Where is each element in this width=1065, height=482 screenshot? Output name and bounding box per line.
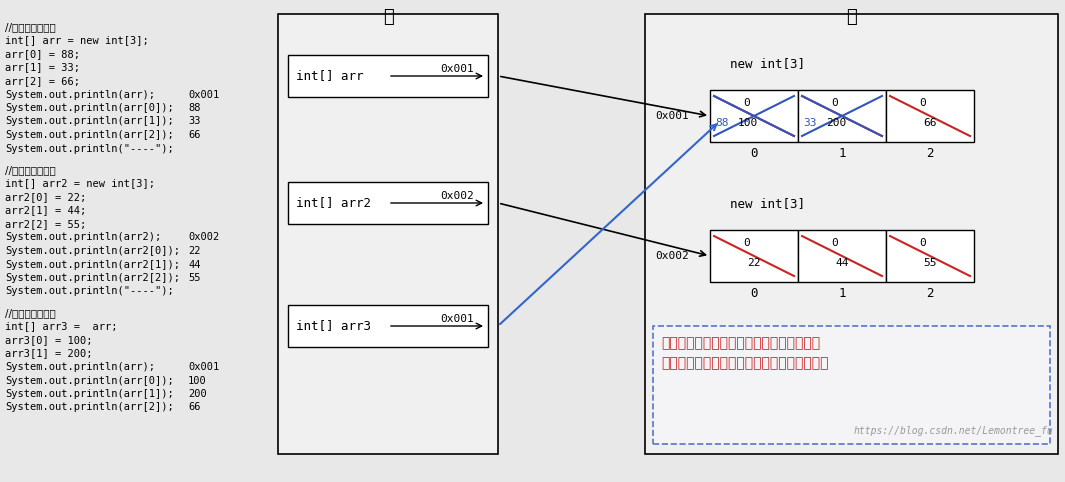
Text: 1: 1 bbox=[838, 147, 846, 160]
Text: 0x001: 0x001 bbox=[655, 111, 689, 121]
Text: arr[1] = 33;: arr[1] = 33; bbox=[5, 63, 80, 72]
Text: System.out.println(arr[2]);: System.out.println(arr[2]); bbox=[5, 130, 174, 140]
Text: 33: 33 bbox=[803, 118, 817, 128]
Text: 0: 0 bbox=[919, 98, 927, 108]
Text: 1: 1 bbox=[838, 287, 846, 300]
Text: int[] arr3 =  arr;: int[] arr3 = arr; bbox=[5, 321, 117, 332]
Text: int[] arr2: int[] arr2 bbox=[296, 197, 371, 210]
Text: 66: 66 bbox=[189, 402, 200, 413]
Text: 0: 0 bbox=[750, 287, 758, 300]
Text: 0: 0 bbox=[743, 238, 751, 248]
Text: System.out.println(arr);: System.out.println(arr); bbox=[5, 90, 155, 99]
Text: //定义第二个数组: //定义第二个数组 bbox=[5, 165, 55, 175]
Text: System.out.println(arr[2]);: System.out.println(arr[2]); bbox=[5, 402, 174, 413]
Text: System.out.println(arr2[0]);: System.out.println(arr2[0]); bbox=[5, 246, 180, 256]
Text: 0x001: 0x001 bbox=[189, 90, 219, 99]
Text: System.out.println(arr2[1]);: System.out.println(arr2[1]); bbox=[5, 259, 180, 269]
Text: 无论是它们谁的操作，都是针对同一个地方。: 无论是它们谁的操作，都是针对同一个地方。 bbox=[661, 356, 829, 370]
Bar bbox=[288, 182, 488, 224]
Text: 栈: 栈 bbox=[382, 8, 393, 26]
Bar bbox=[886, 90, 974, 142]
Text: 100: 100 bbox=[189, 375, 207, 386]
Text: 2: 2 bbox=[927, 147, 934, 160]
Text: 0x002: 0x002 bbox=[189, 232, 219, 242]
Text: arr2[1] = 44;: arr2[1] = 44; bbox=[5, 205, 86, 215]
Text: System.out.println(arr2[2]);: System.out.println(arr2[2]); bbox=[5, 273, 180, 283]
Text: int[] arr = new int[3];: int[] arr = new int[3]; bbox=[5, 36, 149, 45]
Text: 0x001: 0x001 bbox=[440, 314, 474, 324]
Text: 0: 0 bbox=[750, 147, 758, 160]
Bar bbox=[798, 90, 886, 142]
Bar bbox=[288, 55, 488, 97]
Text: https://blog.csdn.net/Lemontree_fu: https://blog.csdn.net/Lemontree_fu bbox=[853, 425, 1053, 436]
Text: 200: 200 bbox=[826, 118, 847, 128]
Text: System.out.println(arr[0]);: System.out.println(arr[0]); bbox=[5, 375, 174, 386]
Text: System.out.println("----");: System.out.println("----"); bbox=[5, 286, 174, 296]
Text: System.out.println(arr);: System.out.println(arr); bbox=[5, 362, 155, 372]
Bar bbox=[278, 14, 498, 454]
Text: 0x002: 0x002 bbox=[440, 191, 474, 201]
Text: 66: 66 bbox=[189, 130, 200, 140]
Text: int[] arr2 = new int[3];: int[] arr2 = new int[3]; bbox=[5, 178, 155, 188]
Text: 栈内存的两个引用指向同一个堆内存空间。: 栈内存的两个引用指向同一个堆内存空间。 bbox=[661, 336, 820, 350]
Text: 100: 100 bbox=[738, 118, 758, 128]
Text: System.out.println(arr2);: System.out.println(arr2); bbox=[5, 232, 161, 242]
Text: 0: 0 bbox=[832, 238, 838, 248]
Text: int[] arr3: int[] arr3 bbox=[296, 320, 371, 333]
Text: arr[2] = 66;: arr[2] = 66; bbox=[5, 76, 80, 86]
Text: arr3[0] = 100;: arr3[0] = 100; bbox=[5, 335, 93, 345]
Text: 88: 88 bbox=[189, 103, 200, 113]
Text: 0: 0 bbox=[832, 98, 838, 108]
Text: 0: 0 bbox=[919, 238, 927, 248]
Text: System.out.println(arr[1]);: System.out.println(arr[1]); bbox=[5, 389, 174, 399]
Text: //定义第三个数组: //定义第三个数组 bbox=[5, 308, 55, 318]
Text: //定义第一个数组: //定义第一个数组 bbox=[5, 22, 55, 32]
Bar bbox=[645, 14, 1058, 454]
Bar bbox=[798, 230, 886, 282]
Text: 22: 22 bbox=[189, 246, 200, 256]
Text: 55: 55 bbox=[189, 273, 200, 283]
Text: arr3[1] = 200;: arr3[1] = 200; bbox=[5, 348, 93, 359]
Text: 0x001: 0x001 bbox=[440, 64, 474, 74]
Text: 88: 88 bbox=[715, 118, 728, 128]
Text: new int[3]: new int[3] bbox=[730, 197, 805, 210]
Text: new int[3]: new int[3] bbox=[730, 57, 805, 70]
Text: 66: 66 bbox=[923, 118, 937, 128]
Text: arr2[0] = 22;: arr2[0] = 22; bbox=[5, 192, 86, 202]
Bar bbox=[710, 230, 798, 282]
Text: 2: 2 bbox=[927, 287, 934, 300]
Bar bbox=[886, 230, 974, 282]
Text: 0x002: 0x002 bbox=[655, 251, 689, 261]
Bar bbox=[710, 90, 798, 142]
Text: arr[0] = 88;: arr[0] = 88; bbox=[5, 49, 80, 59]
Text: 200: 200 bbox=[189, 389, 207, 399]
Text: int[] arr: int[] arr bbox=[296, 69, 363, 82]
Text: 55: 55 bbox=[923, 258, 937, 268]
Text: 0: 0 bbox=[743, 98, 751, 108]
Bar bbox=[653, 326, 1050, 444]
Text: 44: 44 bbox=[835, 258, 849, 268]
Text: 44: 44 bbox=[189, 259, 200, 269]
Text: arr2[2] = 55;: arr2[2] = 55; bbox=[5, 219, 86, 229]
Text: System.out.println("----");: System.out.println("----"); bbox=[5, 144, 174, 153]
Text: System.out.println(arr[1]);: System.out.println(arr[1]); bbox=[5, 117, 174, 126]
Text: 22: 22 bbox=[748, 258, 760, 268]
Bar bbox=[288, 305, 488, 347]
Text: 0x001: 0x001 bbox=[189, 362, 219, 372]
Text: System.out.println(arr[0]);: System.out.println(arr[0]); bbox=[5, 103, 174, 113]
Text: 堆: 堆 bbox=[846, 8, 857, 26]
Text: 33: 33 bbox=[189, 117, 200, 126]
